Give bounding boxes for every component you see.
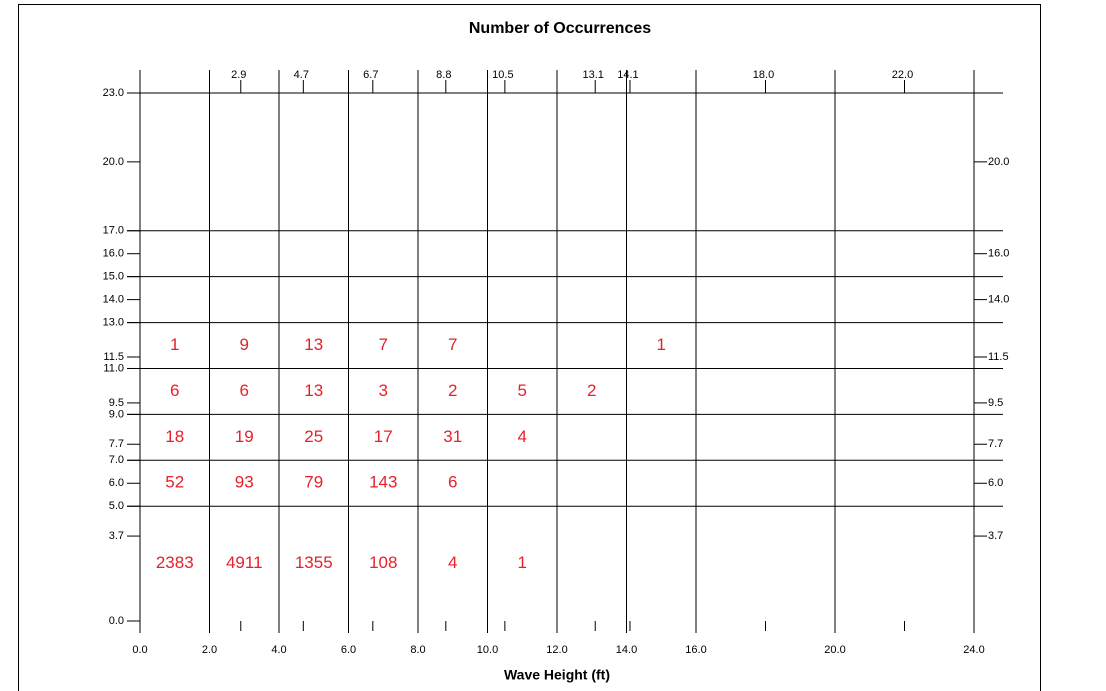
cell-count: 18 <box>165 427 184 446</box>
cell-count: 4911 <box>226 553 263 572</box>
x2-tick-label: 2.9 <box>231 69 246 81</box>
y-tick-label: 9.0 <box>109 408 124 420</box>
x-tick-label: 16.0 <box>685 644 706 656</box>
y2-tick-label: 20.0 <box>988 156 1009 168</box>
cell-count: 13 <box>304 335 323 354</box>
cell-count: 52 <box>165 473 184 492</box>
y-tick-label: 23.0 <box>103 87 124 99</box>
x2-tick-label: 8.8 <box>436 69 451 81</box>
x2-tick-label: 13.1 <box>583 69 604 81</box>
y-tick-label: 15.0 <box>103 271 124 283</box>
frame <box>18 4 1041 691</box>
x2-tick-label: 10.5 <box>492 69 513 81</box>
chart-title: Number of Occurrences <box>469 20 651 37</box>
cell-count: 1355 <box>295 553 333 572</box>
x-tick-label: 20.0 <box>824 644 845 656</box>
x-tick-label: 14.0 <box>616 644 637 656</box>
y-tick-label: 7.7 <box>109 438 124 450</box>
cell-count: 93 <box>235 473 254 492</box>
y-tick-label: 11.5 <box>103 351 124 363</box>
x-tick-label: 6.0 <box>341 644 356 656</box>
cell-count: 6 <box>240 381 249 400</box>
cell-count: 19 <box>235 427 254 446</box>
x-tick-label: 8.0 <box>410 644 425 656</box>
y-tick-label: 6.0 <box>109 477 124 489</box>
y-tick-label: 5.0 <box>109 500 124 512</box>
cell-count: 7 <box>379 335 388 354</box>
cell-count: 25 <box>304 427 323 446</box>
x-tick-label: 0.0 <box>132 644 147 656</box>
y2-tick-label: 11.5 <box>988 351 1009 363</box>
cell-count: 4 <box>518 427 527 446</box>
y-tick-label: 11.0 <box>103 362 124 374</box>
cell-count: 3 <box>379 381 388 400</box>
y-tick-label: 3.7 <box>109 530 124 542</box>
cell-count: 7 <box>448 335 457 354</box>
y-tick-label: 20.0 <box>103 156 124 168</box>
cell-count: 2 <box>587 381 596 400</box>
cell-count: 9 <box>240 335 249 354</box>
cell-count: 5 <box>518 381 527 400</box>
cell-count: 79 <box>304 473 323 492</box>
x-axis-label: Wave Height (ft) <box>504 667 610 683</box>
x2-tick-label: 18.0 <box>753 69 774 81</box>
x-tick-label: 12.0 <box>546 644 567 656</box>
cell-count: 108 <box>369 553 397 572</box>
y-tick-label: 9.5 <box>109 397 124 409</box>
y-tick-label: 14.0 <box>103 294 124 306</box>
y-tick-label: 7.0 <box>109 454 124 466</box>
y2-tick-label: 16.0 <box>988 248 1009 260</box>
cell-count: 1 <box>518 553 527 572</box>
x2-tick-label: 22.0 <box>892 69 913 81</box>
cell-count: 6 <box>448 473 457 492</box>
cell-count: 1 <box>170 335 179 354</box>
x-tick-label: 2.0 <box>202 644 217 656</box>
x-tick-label: 24.0 <box>963 644 984 656</box>
y2-tick-label: 7.7 <box>988 438 1003 450</box>
cell-count: 31 <box>443 427 462 446</box>
x2-tick-label: 4.7 <box>294 69 309 81</box>
cell-count: 2383 <box>156 553 194 572</box>
y2-tick-label: 6.0 <box>988 477 1003 489</box>
cell-count: 6 <box>170 381 179 400</box>
y-tick-label: 17.0 <box>103 225 124 237</box>
x2-tick-label: 6.7 <box>363 69 378 81</box>
y2-tick-label: 14.0 <box>988 294 1009 306</box>
x-tick-label: 10.0 <box>477 644 498 656</box>
cell-count: 143 <box>369 473 397 492</box>
cell-count: 13 <box>304 381 323 400</box>
y-tick-label: 16.0 <box>103 248 124 260</box>
y-tick-label: 13.0 <box>103 316 124 328</box>
cell-count: 17 <box>374 427 393 446</box>
y2-tick-label: 3.7 <box>988 530 1003 542</box>
cell-count: 4 <box>448 553 457 572</box>
x2-tick-label: 14.1 <box>617 69 638 81</box>
cell-count: 1 <box>657 335 666 354</box>
y2-tick-label: 9.5 <box>988 397 1003 409</box>
x-tick-label: 4.0 <box>271 644 286 656</box>
cell-count: 2 <box>448 381 457 400</box>
y-tick-label: 0.0 <box>109 615 124 627</box>
